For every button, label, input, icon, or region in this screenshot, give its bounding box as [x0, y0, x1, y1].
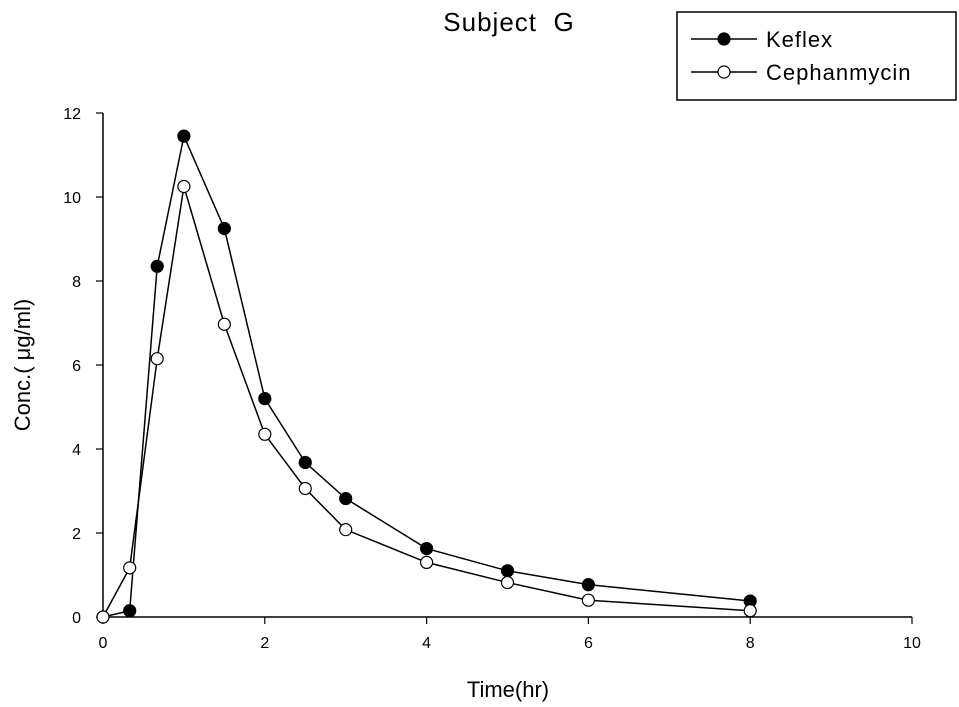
- cephanmycin-point: [217, 317, 231, 331]
- keflex-point: [500, 564, 515, 578]
- x-tick-label: 2: [260, 635, 269, 652]
- y-tick-label: 10: [63, 190, 81, 207]
- chart-title: Subject G: [443, 7, 574, 37]
- keflex-point: [150, 259, 164, 273]
- cephanmycin-point: [581, 593, 596, 607]
- cephanmycin-point: [258, 427, 272, 441]
- series-line-keflex: [102, 133, 751, 618]
- legend: Keflex Cephanmycin: [676, 11, 957, 101]
- y-tick-label: 2: [72, 526, 81, 543]
- keflex-point: [217, 221, 231, 236]
- y-tick-label: 0: [72, 610, 81, 627]
- x-axis-label: Time(hr): [467, 677, 549, 702]
- cephanmycin-point: [500, 575, 515, 590]
- y-ticks: 0 2 4 6 8 10 12: [63, 106, 103, 627]
- keflex-point: [177, 129, 191, 143]
- y-axis-label: Conc.( μg/ml): [10, 299, 35, 431]
- keflex-point: [339, 491, 353, 506]
- legend-marker-cephanmycin: [717, 65, 731, 79]
- cephanmycin-point: [339, 523, 353, 537]
- cephanmycin-point: [96, 610, 110, 624]
- keflex-point: [258, 392, 272, 406]
- cephanmycin-point: [177, 179, 191, 194]
- legend-marker-keflex: [717, 32, 731, 46]
- series-layer: [96, 129, 757, 624]
- cephanmycin-point: [420, 555, 434, 570]
- y-tick-label: 4: [72, 442, 81, 459]
- x-tick-label: 10: [903, 635, 921, 652]
- x-tick-label: 8: [746, 635, 755, 652]
- y-tick-label: 8: [72, 274, 81, 291]
- legend-box: [676, 11, 957, 101]
- legend-label-cephanmycin: Cephanmycin: [766, 60, 912, 85]
- keflex-point: [420, 541, 434, 556]
- cephanmycin-point: [150, 352, 164, 366]
- x-ticks: 0 2 4 6 8 10: [99, 617, 921, 652]
- y-tick-label: 6: [72, 358, 81, 375]
- cephanmycin-point: [298, 481, 312, 496]
- keflex-point: [298, 455, 312, 470]
- y-tick-label: 12: [63, 106, 81, 123]
- cephanmycin-point: [123, 561, 137, 575]
- x-tick-label: 6: [584, 635, 593, 652]
- x-tick-label: 4: [422, 635, 431, 652]
- legend-label-keflex: Keflex: [766, 27, 833, 52]
- x-tick-label: 0: [99, 635, 108, 652]
- keflex-point: [123, 604, 137, 618]
- cephanmycin-point: [743, 604, 757, 618]
- keflex-point: [581, 578, 596, 592]
- series-line-cephanmycin: [102, 186, 751, 618]
